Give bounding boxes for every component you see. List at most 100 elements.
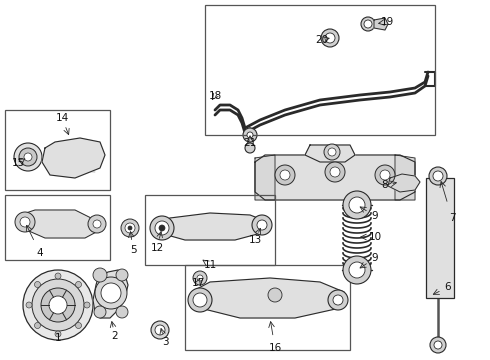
Text: 7: 7: [449, 213, 455, 223]
Circle shape: [380, 170, 390, 180]
Circle shape: [325, 162, 345, 182]
Circle shape: [343, 191, 371, 219]
Circle shape: [93, 220, 101, 228]
Polygon shape: [395, 155, 415, 200]
Circle shape: [24, 153, 32, 161]
Text: 15: 15: [11, 158, 24, 168]
Circle shape: [23, 270, 93, 340]
Circle shape: [155, 221, 169, 235]
Text: 12: 12: [150, 243, 164, 253]
Polygon shape: [152, 213, 268, 240]
Polygon shape: [255, 155, 275, 200]
Text: 9: 9: [372, 253, 378, 263]
Bar: [426, 178, 454, 298]
Circle shape: [433, 171, 443, 181]
Circle shape: [93, 268, 107, 282]
Polygon shape: [388, 174, 420, 192]
Circle shape: [193, 293, 207, 307]
Text: 6: 6: [445, 282, 451, 292]
Circle shape: [49, 296, 67, 314]
Circle shape: [245, 143, 255, 153]
Circle shape: [94, 306, 106, 318]
Circle shape: [26, 302, 32, 308]
Bar: [5, 110, 110, 190]
Circle shape: [328, 148, 336, 156]
Circle shape: [151, 321, 169, 339]
Circle shape: [75, 282, 81, 288]
Circle shape: [159, 225, 165, 231]
Circle shape: [34, 323, 41, 329]
Bar: [185, 265, 350, 350]
Polygon shape: [93, 270, 128, 318]
Polygon shape: [305, 145, 355, 162]
Circle shape: [116, 269, 128, 281]
Text: 3: 3: [162, 337, 168, 347]
Circle shape: [364, 20, 372, 28]
Circle shape: [95, 277, 127, 309]
Circle shape: [14, 143, 42, 171]
Circle shape: [252, 215, 272, 235]
Text: 5: 5: [130, 245, 136, 255]
Text: 16: 16: [269, 343, 282, 353]
Polygon shape: [42, 138, 105, 178]
Bar: [205, 5, 435, 135]
Circle shape: [116, 306, 128, 318]
Circle shape: [268, 288, 282, 302]
Circle shape: [429, 167, 447, 185]
Circle shape: [375, 165, 395, 185]
Circle shape: [15, 212, 35, 232]
Circle shape: [34, 282, 41, 288]
Circle shape: [321, 29, 339, 47]
Text: 14: 14: [55, 113, 69, 123]
Polygon shape: [192, 278, 344, 318]
Circle shape: [197, 275, 203, 281]
Circle shape: [275, 165, 295, 185]
Text: 13: 13: [248, 235, 262, 245]
Text: 2: 2: [112, 331, 118, 341]
Text: 17: 17: [192, 278, 205, 288]
Circle shape: [20, 217, 30, 227]
Circle shape: [333, 295, 343, 305]
Text: 1: 1: [55, 333, 61, 343]
Circle shape: [343, 256, 371, 284]
Circle shape: [257, 220, 267, 230]
Circle shape: [84, 302, 90, 308]
Circle shape: [32, 279, 84, 331]
Circle shape: [55, 331, 61, 337]
Polygon shape: [20, 210, 100, 238]
Bar: [145, 195, 275, 265]
Circle shape: [75, 323, 81, 329]
Circle shape: [243, 128, 257, 142]
Circle shape: [88, 215, 106, 233]
Circle shape: [430, 337, 446, 353]
Circle shape: [324, 144, 340, 160]
Polygon shape: [374, 18, 388, 30]
Circle shape: [41, 288, 75, 322]
Text: 10: 10: [368, 232, 382, 242]
Text: 9: 9: [372, 211, 378, 221]
Circle shape: [193, 271, 207, 285]
Text: 21: 21: [244, 138, 257, 148]
Circle shape: [101, 283, 121, 303]
Circle shape: [325, 33, 335, 43]
Circle shape: [349, 262, 365, 278]
Circle shape: [188, 288, 212, 312]
Circle shape: [330, 167, 340, 177]
Text: 11: 11: [203, 260, 217, 270]
Circle shape: [349, 197, 365, 213]
Circle shape: [19, 148, 37, 166]
Circle shape: [155, 325, 165, 335]
Text: 19: 19: [380, 17, 393, 27]
Circle shape: [150, 216, 174, 240]
Text: 20: 20: [316, 35, 329, 45]
Text: 18: 18: [208, 91, 221, 101]
Text: 8: 8: [382, 180, 388, 190]
Circle shape: [128, 226, 132, 230]
Circle shape: [55, 273, 61, 279]
Circle shape: [328, 290, 348, 310]
Circle shape: [125, 223, 135, 233]
Circle shape: [434, 341, 442, 349]
Polygon shape: [255, 155, 415, 200]
Circle shape: [247, 132, 253, 138]
Circle shape: [280, 170, 290, 180]
